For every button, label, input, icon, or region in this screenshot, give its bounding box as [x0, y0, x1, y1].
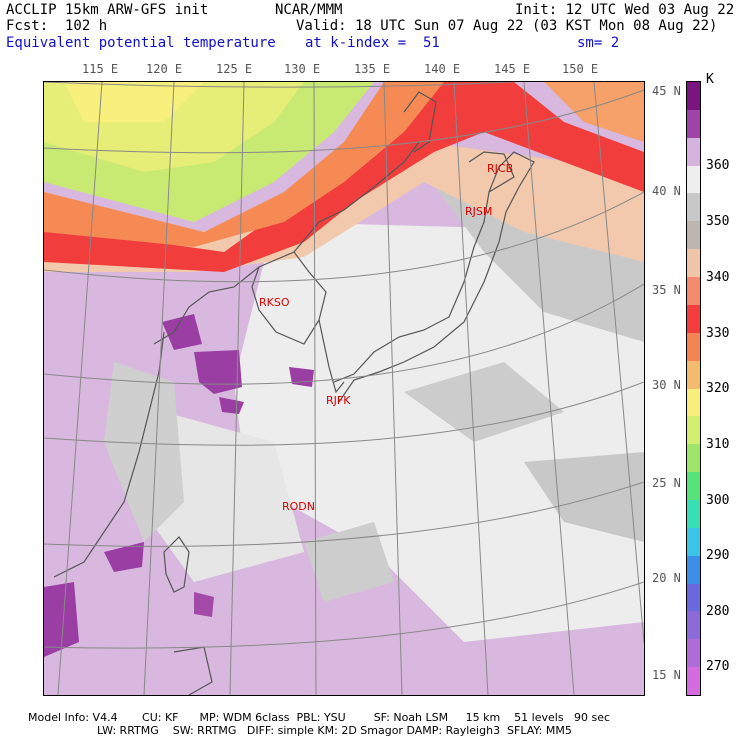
- colorbar-swatch: [687, 249, 700, 278]
- colorbar-label-340: 340: [706, 270, 730, 285]
- colorbar-swatch: [687, 527, 700, 556]
- lon-label-140: 140 E: [424, 62, 461, 76]
- lon-label-115: 115 E: [82, 62, 119, 76]
- colorbar-swatch: [687, 82, 700, 110]
- lat-label-45: 45 N: [652, 84, 681, 98]
- lat-label-30: 30 N: [652, 378, 681, 392]
- colorbar-label-270: 270: [706, 659, 730, 674]
- colorbar-label-280: 280: [706, 604, 730, 619]
- lon-label-135: 135 E: [354, 62, 391, 76]
- model-info-line2: LW: RRTMG SW: RRTMG DIFF: simple KM: 2D …: [97, 724, 572, 737]
- colorbar-swatch: [687, 360, 700, 389]
- lon-label-125: 125 E: [216, 62, 253, 76]
- colorbar-swatch: [687, 416, 700, 445]
- forecast-hour: Fcst: 102 h: [6, 18, 108, 34]
- colorbar-swatch: [687, 221, 700, 250]
- station-rodn: RODN: [282, 500, 315, 513]
- colorbar-swatch: [687, 499, 700, 528]
- colorbar-label-290: 290: [706, 548, 730, 563]
- lat-label-20: 20 N: [652, 571, 681, 585]
- lat-label-40: 40 N: [652, 184, 681, 198]
- colorbar-swatch: [687, 388, 700, 417]
- lat-label-25: 25 N: [652, 476, 681, 490]
- colorbar-label-350: 350: [706, 214, 730, 229]
- colorbar-swatch: [687, 555, 700, 584]
- lon-label-130: 130 E: [284, 62, 321, 76]
- colorbar-swatch: [687, 165, 700, 194]
- level-label: at k-index = 51: [305, 35, 440, 51]
- station-rjcb: RJCB: [487, 162, 514, 175]
- colorbar-label-300: 300: [706, 493, 730, 508]
- colorbar-swatch: [687, 137, 700, 166]
- model-info-line1: Model Info: V4.4 CU: KF MP: WDM 6class P…: [28, 711, 611, 724]
- organization-label: NCAR/MMM: [275, 2, 343, 18]
- colorbar-swatch: [687, 472, 700, 501]
- lon-label-150: 150 E: [562, 62, 599, 76]
- lon-label-145: 145 E: [494, 62, 531, 76]
- station-rkso: RKSO: [259, 296, 290, 309]
- model-title: ACCLIP 15km ARW-GFS init: [6, 2, 209, 18]
- colorbar-swatch: [687, 611, 700, 640]
- theta-e-field: [44, 82, 644, 695]
- lat-lon-grid: [44, 82, 644, 695]
- colorbar-swatch: [687, 639, 700, 668]
- colorbar-swatch: [687, 109, 700, 138]
- colorbar-unit: K: [706, 72, 714, 87]
- colorbar-label-320: 320: [706, 381, 730, 396]
- lat-label-15: 15 N: [652, 668, 681, 682]
- colorbar-label-330: 330: [706, 326, 730, 341]
- colorbar: [686, 81, 701, 696]
- colorbar-swatch: [687, 583, 700, 612]
- station-rjfk: RJFK: [326, 394, 351, 407]
- colorbar-swatch: [687, 304, 700, 333]
- colorbar-label-360: 360: [706, 158, 730, 173]
- map-panel: RJCB RJSM RKSO RJFK RODN: [43, 81, 645, 696]
- colorbar-swatch: [687, 277, 700, 306]
- station-rjsm: RJSM: [465, 205, 493, 218]
- colorbar-swatch: [687, 193, 700, 222]
- colorbar-swatch: [687, 667, 700, 696]
- valid-time: Valid: 18 UTC Sun 07 Aug 22 (03 KST Mon …: [296, 18, 718, 34]
- smoothing-label: sm= 2: [577, 35, 620, 51]
- colorbar-label-310: 310: [706, 437, 730, 452]
- lat-label-35: 35 N: [652, 283, 681, 297]
- colorbar-swatch: [687, 332, 700, 361]
- field-name: Equivalent potential temperature: [6, 35, 276, 51]
- colorbar-swatch: [687, 444, 700, 473]
- lon-label-120: 120 E: [146, 62, 183, 76]
- init-time: Init: 12 UTC Wed 03 Aug 22: [515, 2, 735, 18]
